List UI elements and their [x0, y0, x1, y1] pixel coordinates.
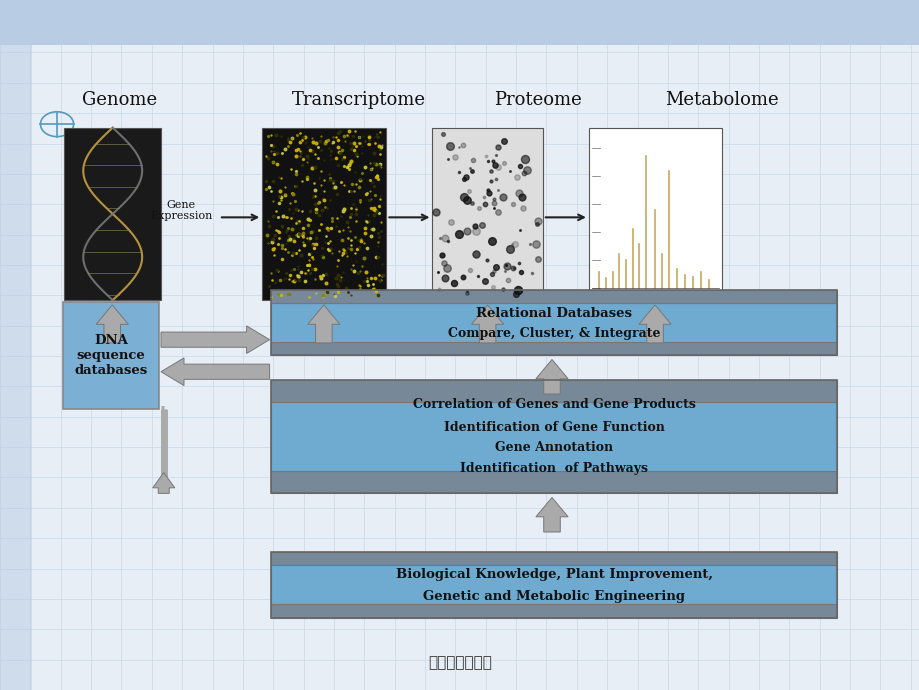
Text: Metabolome: Metabolome — [664, 91, 778, 109]
FancyBboxPatch shape — [0, 0, 919, 45]
Text: DNA
sequence
databases: DNA sequence databases — [74, 334, 147, 377]
FancyBboxPatch shape — [271, 604, 836, 618]
FancyBboxPatch shape — [271, 565, 836, 604]
Text: Gene
Expression: Gene Expression — [150, 199, 212, 221]
FancyBboxPatch shape — [62, 302, 159, 409]
FancyBboxPatch shape — [271, 380, 836, 402]
FancyArrow shape — [307, 305, 340, 343]
FancyArrow shape — [161, 358, 269, 386]
FancyBboxPatch shape — [271, 303, 836, 342]
FancyBboxPatch shape — [271, 342, 836, 355]
Text: Compare, Cluster, & Integrate: Compare, Cluster, & Integrate — [448, 326, 660, 339]
Text: Identification  of Pathways: Identification of Pathways — [460, 462, 648, 475]
Text: Genome: Genome — [82, 91, 157, 109]
FancyBboxPatch shape — [0, 45, 32, 690]
Text: Identification of Gene Function: Identification of Gene Function — [443, 421, 664, 434]
FancyArrow shape — [536, 359, 568, 394]
FancyBboxPatch shape — [262, 128, 386, 300]
Text: Biological Knowledge, Plant Improvement,: Biological Knowledge, Plant Improvement, — [395, 569, 712, 582]
Text: Proteome: Proteome — [494, 91, 582, 109]
Text: 中英联合实验婊: 中英联合实验婊 — [427, 655, 492, 670]
Text: Relational Databases: Relational Databases — [476, 307, 631, 320]
FancyArrow shape — [161, 326, 269, 353]
FancyArrow shape — [639, 305, 671, 343]
FancyBboxPatch shape — [271, 471, 836, 493]
FancyArrow shape — [153, 473, 175, 493]
FancyBboxPatch shape — [271, 402, 836, 471]
Text: Correlation of Genes and Gene Products: Correlation of Genes and Gene Products — [413, 398, 695, 411]
FancyArrow shape — [96, 305, 129, 343]
Text: Transcriptome: Transcriptome — [291, 91, 425, 109]
Text: Gene Annotation: Gene Annotation — [494, 442, 613, 454]
FancyBboxPatch shape — [271, 552, 836, 565]
FancyBboxPatch shape — [432, 128, 542, 300]
FancyArrow shape — [536, 497, 568, 532]
FancyArrow shape — [471, 305, 504, 343]
FancyBboxPatch shape — [588, 128, 721, 300]
Text: Genetic and Metabolic Engineering: Genetic and Metabolic Engineering — [423, 590, 685, 603]
FancyBboxPatch shape — [271, 290, 836, 303]
FancyBboxPatch shape — [64, 128, 161, 300]
